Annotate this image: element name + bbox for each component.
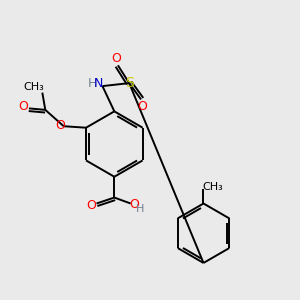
- Text: O: O: [55, 119, 65, 132]
- Text: CH₃: CH₃: [23, 82, 44, 92]
- Text: O: O: [19, 100, 28, 113]
- Text: S: S: [125, 76, 134, 90]
- Text: H: H: [87, 77, 97, 90]
- Text: N: N: [94, 77, 104, 90]
- Text: O: O: [112, 52, 122, 65]
- Text: O: O: [129, 198, 139, 211]
- Text: O: O: [138, 100, 148, 112]
- Text: CH₃: CH₃: [202, 182, 224, 192]
- Text: H: H: [136, 204, 144, 214]
- Text: O: O: [86, 199, 96, 212]
